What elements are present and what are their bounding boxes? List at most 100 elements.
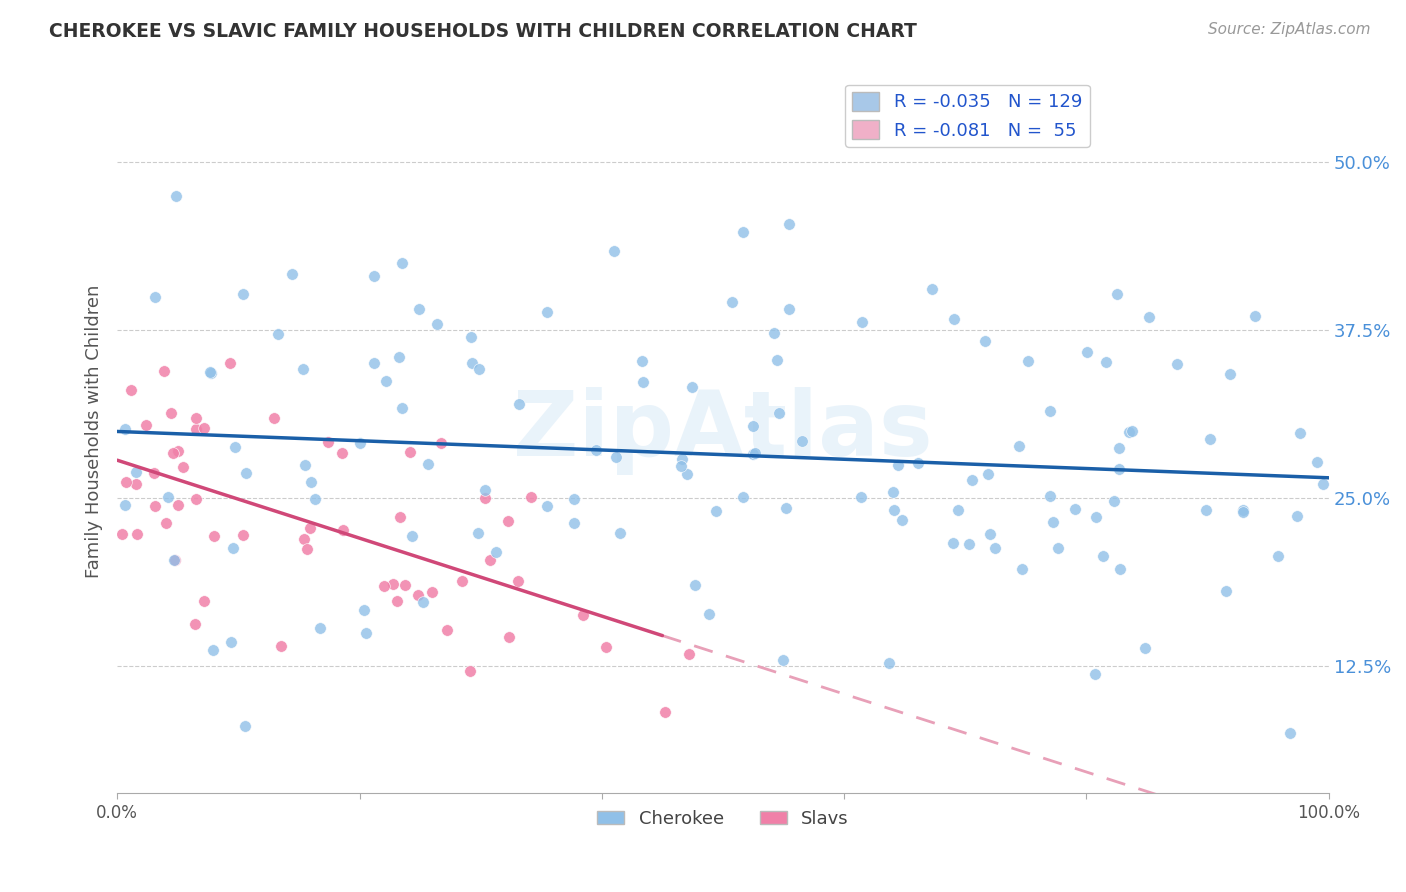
Point <box>1108 442 1130 456</box>
Point <box>460 330 482 344</box>
Point <box>1063 502 1085 516</box>
Point <box>654 705 676 719</box>
Point <box>155 516 177 531</box>
Point <box>1286 509 1309 524</box>
Point <box>943 312 966 326</box>
Point <box>1219 368 1241 382</box>
Point <box>585 443 607 458</box>
Point <box>142 466 165 480</box>
Point <box>219 356 242 370</box>
Point <box>772 653 794 667</box>
Point <box>354 626 377 640</box>
Point <box>153 364 176 378</box>
Point <box>221 541 243 556</box>
Point <box>1091 549 1114 564</box>
Point <box>184 422 207 436</box>
Point <box>394 578 416 592</box>
Point <box>474 483 496 497</box>
Point <box>479 553 502 567</box>
Point <box>193 421 215 435</box>
Point <box>1109 562 1132 576</box>
Legend: Cherokee, Slavs: Cherokee, Slavs <box>589 803 856 835</box>
Text: ZipAtlas: ZipAtlas <box>513 387 932 475</box>
Point <box>1166 357 1188 371</box>
Point <box>420 584 443 599</box>
Point <box>224 440 246 454</box>
Point <box>201 642 224 657</box>
Point <box>1312 477 1334 491</box>
Point <box>468 362 491 376</box>
Point <box>363 356 385 370</box>
Point <box>1046 541 1069 556</box>
Point <box>1215 584 1237 599</box>
Point <box>960 473 983 487</box>
Point <box>125 465 148 479</box>
Point <box>762 326 785 341</box>
Point <box>332 523 354 537</box>
Point <box>744 446 766 460</box>
Y-axis label: Family Households with Children: Family Households with Children <box>86 285 103 578</box>
Point <box>675 467 697 481</box>
Point <box>120 383 142 397</box>
Point <box>391 255 413 269</box>
Text: Source: ZipAtlas.com: Source: ZipAtlas.com <box>1208 22 1371 37</box>
Point <box>630 354 652 368</box>
Point <box>1137 310 1160 324</box>
Point <box>349 435 371 450</box>
Point <box>603 244 626 259</box>
Point <box>768 406 790 420</box>
Point <box>946 502 969 516</box>
Point <box>143 499 166 513</box>
Point <box>775 500 797 515</box>
Point <box>671 451 693 466</box>
Point <box>381 577 404 591</box>
Point <box>1042 515 1064 529</box>
Point <box>114 499 136 513</box>
Point <box>401 529 423 543</box>
Point <box>1232 503 1254 517</box>
Point <box>883 503 905 517</box>
Point <box>731 490 754 504</box>
Point <box>353 603 375 617</box>
Point <box>292 532 315 546</box>
Point <box>165 189 187 203</box>
Point <box>200 367 222 381</box>
Point <box>143 290 166 304</box>
Point <box>374 374 396 388</box>
Point <box>172 460 194 475</box>
Point <box>957 537 980 551</box>
Point <box>741 419 763 434</box>
Point <box>233 719 256 733</box>
Point <box>572 607 595 622</box>
Point <box>704 504 727 518</box>
Point <box>363 269 385 284</box>
Point <box>720 294 742 309</box>
Point <box>1085 509 1108 524</box>
Point <box>851 315 873 329</box>
Text: CHEROKEE VS SLAVIC FAMILY HOUSEHOLDS WITH CHILDREN CORRELATION CHART: CHEROKEE VS SLAVIC FAMILY HOUSEHOLDS WIT… <box>49 22 917 41</box>
Point <box>1039 404 1062 418</box>
Point <box>1289 426 1312 441</box>
Point <box>167 498 190 512</box>
Point <box>976 467 998 481</box>
Point <box>399 445 422 459</box>
Point <box>111 527 134 541</box>
Point <box>391 401 413 415</box>
Point <box>385 594 408 608</box>
Point <box>1084 667 1107 681</box>
Point <box>792 434 814 448</box>
Point <box>973 334 995 348</box>
Point <box>291 362 314 376</box>
Point <box>184 492 207 507</box>
Point <box>979 526 1001 541</box>
Point <box>280 268 302 282</box>
Point <box>942 536 965 550</box>
Point <box>388 351 411 365</box>
Point <box>605 450 627 464</box>
Point <box>1076 345 1098 359</box>
Point <box>921 282 943 296</box>
Point <box>520 490 543 504</box>
Point <box>474 491 496 505</box>
Point <box>183 616 205 631</box>
Point <box>564 491 586 506</box>
